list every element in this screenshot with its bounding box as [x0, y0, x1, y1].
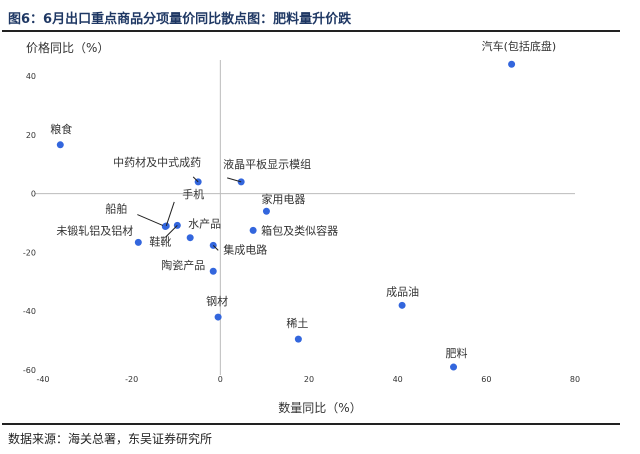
data-label: 成品油 — [386, 284, 419, 298]
data-label: 手机 — [182, 187, 204, 201]
x-tick-label: -40 — [36, 375, 49, 384]
leader-line — [164, 224, 178, 238]
data-label: 未锻轧铝及铝材 — [56, 223, 133, 237]
y-tick-label: 20 — [26, 131, 36, 140]
x-tick-label: 60 — [481, 375, 491, 384]
x-tick-label: -20 — [125, 375, 138, 384]
data-point — [214, 313, 222, 321]
data-label: 集成电路 — [223, 242, 267, 256]
leader-line — [212, 244, 219, 251]
data-point — [508, 60, 516, 68]
data-label: 鞋靴 — [149, 234, 171, 248]
data-label: 水产品 — [188, 217, 221, 231]
data-label: 稀土 — [286, 317, 308, 330]
bottom-rule — [2, 423, 620, 425]
leader-line — [137, 214, 166, 227]
data-label: 箱包及类似容器 — [261, 223, 338, 237]
y-tick-label: 40 — [26, 72, 36, 81]
y-tick-label: 0 — [31, 190, 36, 199]
data-point — [398, 301, 406, 309]
leader-line — [227, 177, 242, 183]
data-label: 中药材及中式成药 — [113, 155, 201, 169]
x-tick-label: 40 — [393, 375, 403, 384]
data-point — [262, 207, 270, 215]
data-label: 粮食 — [50, 122, 72, 136]
data-point — [134, 238, 142, 246]
x-tick-label: 80 — [570, 375, 580, 384]
data-label: 液晶平板显示模组 — [223, 157, 311, 171]
figure-title: 图6：6月出口重点商品分项量价同比散点图：肥料量升价跌 — [8, 12, 352, 27]
data-label: 船舶 — [105, 202, 127, 216]
y-tick-label: -40 — [23, 307, 36, 316]
y-tick-label: -20 — [23, 248, 36, 257]
x-axis-label: 数量同比（%） — [278, 400, 361, 415]
y-tick-label: -60 — [23, 366, 36, 375]
leader-line — [192, 176, 199, 183]
data-label: 家用电器 — [261, 192, 305, 206]
x-tick-label: 0 — [218, 375, 223, 384]
data-point — [249, 226, 257, 234]
data-point — [450, 363, 458, 371]
y-axis-label: 价格同比（%） — [26, 40, 109, 55]
data-label: 肥料 — [446, 346, 468, 360]
data-label: 钢材 — [206, 294, 228, 308]
data-source: 数据来源：海关总署，东吴证券研究所 — [8, 432, 213, 446]
data-point — [209, 267, 217, 275]
data-label: 汽车(包括底盘) — [482, 39, 557, 53]
top-rule — [2, 30, 620, 32]
leader-line — [165, 201, 175, 227]
data-label: 陶瓷产品 — [161, 258, 205, 272]
x-tick-label: 20 — [304, 375, 314, 384]
data-point — [56, 141, 64, 149]
data-point — [294, 335, 302, 343]
data-point — [186, 234, 194, 242]
